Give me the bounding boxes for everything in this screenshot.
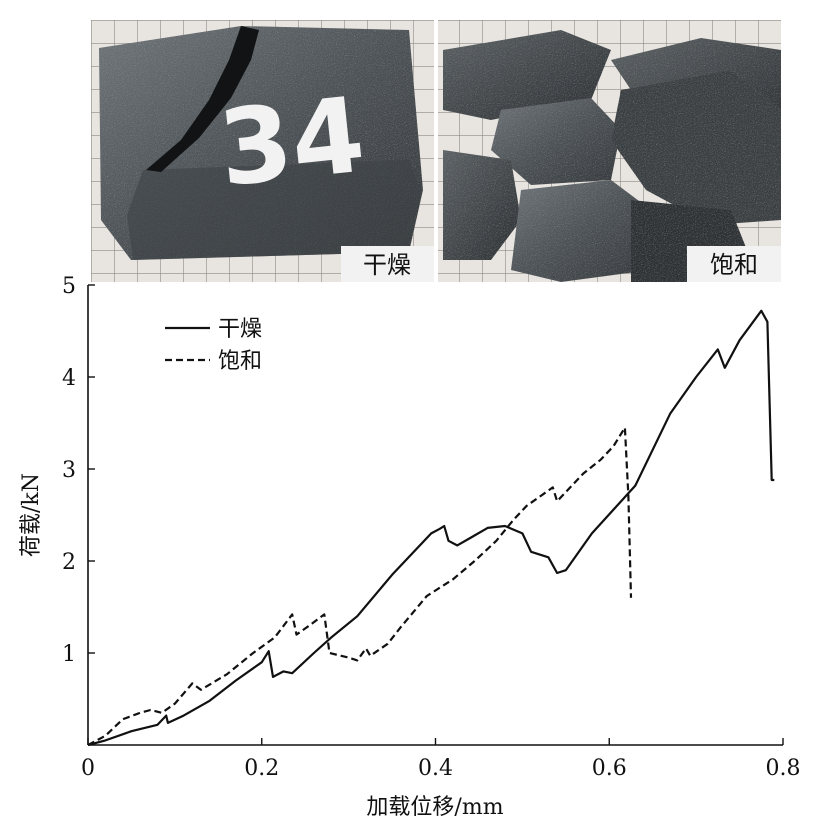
x-tick-label: 0.8 <box>766 756 801 781</box>
x-axis-label: 加载位移/mm <box>366 795 503 820</box>
specimen-photos: 34 干燥 饱和 <box>91 20 781 282</box>
chart-series <box>87 309 775 747</box>
y-tick-label: 2 <box>62 550 76 575</box>
x-tick-label: 0 <box>81 756 95 781</box>
series-line-saturated <box>87 426 633 746</box>
saturated-photo-label: 饱和 <box>710 251 758 279</box>
dry-photo-label: 干燥 <box>363 251 411 279</box>
series-line-dry <box>87 309 775 747</box>
svg-text:34: 34 <box>213 74 370 210</box>
y-tick-label: 5 <box>62 274 76 299</box>
saturated-label-box <box>687 246 781 282</box>
saturated-specimen-photo: 饱和 <box>438 20 781 282</box>
dry-specimen-photo: 34 干燥 <box>91 20 434 282</box>
y-tick-label: 3 <box>62 458 76 483</box>
y-tick-label: 1 <box>62 642 76 667</box>
dry-label-box <box>341 246 434 282</box>
x-tick-label: 0.2 <box>244 756 279 781</box>
legend-label-dry: 干燥 <box>218 317 262 342</box>
x-tick-label: 0.6 <box>592 756 627 781</box>
specimen-number: 34 <box>213 74 370 210</box>
chart-ticks: 0 0.2 0.4 0.6 0.8 1 2 3 4 5 <box>62 274 801 781</box>
y-axis-label: 荷载/kN <box>19 473 44 557</box>
x-tick-label: 0.4 <box>418 756 453 781</box>
y-tick-label: 4 <box>62 366 76 391</box>
chart-axes <box>87 285 783 746</box>
legend-label-saturated: 饱和 <box>218 349 262 374</box>
